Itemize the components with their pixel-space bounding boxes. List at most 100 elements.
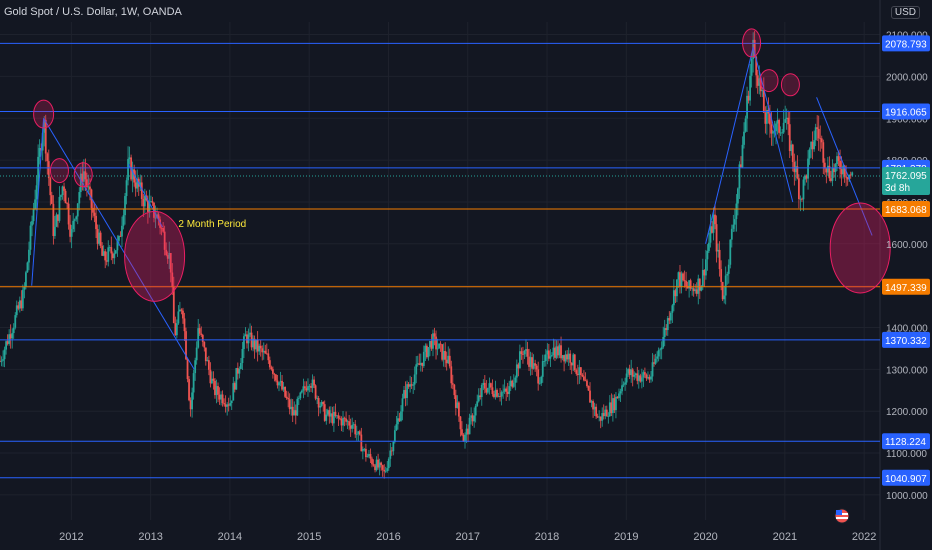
candle-body	[93, 212, 96, 216]
candle-body	[447, 355, 450, 364]
candle-body	[680, 273, 683, 287]
candle-body	[668, 318, 671, 321]
candle-body	[779, 132, 782, 134]
candle-body	[326, 410, 329, 415]
trend-line	[43, 117, 195, 370]
candle-body	[255, 339, 258, 350]
candle-body	[694, 289, 697, 292]
candle-body	[233, 383, 236, 390]
candle-body	[828, 165, 831, 179]
candle-body	[107, 247, 110, 262]
candle-body	[419, 362, 422, 366]
candle-body	[616, 396, 619, 399]
candle-body	[253, 338, 256, 350]
trend-lines	[31, 46, 873, 370]
candle-body	[223, 403, 226, 405]
candle-body	[698, 278, 701, 291]
candle-body	[354, 424, 357, 435]
candle-body	[343, 417, 346, 419]
candle-body	[146, 200, 149, 212]
candle-body	[424, 345, 427, 352]
candle-body	[813, 140, 816, 150]
candle-body	[383, 469, 386, 472]
candle-body	[496, 389, 498, 397]
candle-body	[69, 224, 72, 237]
candle-body	[9, 334, 12, 339]
candle-body	[747, 95, 750, 101]
candle-body	[116, 240, 119, 251]
candle-body	[264, 350, 267, 354]
candle-body	[644, 372, 646, 375]
candle-body	[299, 392, 302, 399]
candle-body	[656, 356, 659, 359]
candle-body	[659, 349, 662, 351]
time-tick-label: 2022	[852, 531, 876, 543]
candle-body	[110, 247, 113, 254]
candle-body	[319, 405, 322, 408]
candle-body	[525, 349, 527, 351]
candle-body	[554, 347, 556, 358]
candle-body	[105, 260, 108, 262]
candle-body	[788, 124, 791, 152]
candle-body	[246, 334, 248, 344]
candle-body	[14, 315, 17, 328]
candle-body	[180, 309, 183, 311]
candle-body	[467, 428, 469, 435]
candle-body	[505, 388, 508, 392]
candle-body	[43, 119, 46, 133]
candle-body	[836, 156, 838, 165]
candle-body	[851, 172, 854, 176]
candle-body	[737, 188, 739, 204]
candle-body	[342, 417, 344, 426]
candle-body	[278, 382, 280, 386]
candle-body	[843, 165, 846, 177]
candle-body	[837, 156, 840, 161]
candle-body	[98, 232, 100, 244]
candle-body	[595, 406, 598, 417]
candle-body	[608, 402, 611, 417]
candle-body	[31, 221, 33, 226]
candle-body	[740, 164, 742, 168]
candle-body	[509, 380, 512, 387]
candle-body	[453, 384, 456, 396]
candle-body	[355, 433, 358, 435]
candle-body	[622, 384, 625, 386]
candle-body	[532, 363, 535, 369]
flag-icon[interactable]	[834, 508, 850, 524]
candle-body	[451, 383, 454, 385]
candle-body	[297, 398, 300, 399]
candle-body	[531, 357, 533, 369]
candle-body	[0, 360, 1, 362]
grid	[0, 0, 881, 550]
currency-badge[interactable]: USD	[890, 6, 920, 19]
candle-body	[511, 380, 514, 387]
candle-body	[401, 398, 404, 412]
candle-body	[171, 272, 174, 287]
candle-body	[849, 174, 852, 176]
candle-body	[502, 391, 505, 393]
candle-body	[727, 264, 730, 274]
candle-body	[95, 215, 97, 230]
candle-body	[46, 153, 49, 162]
candle-body	[723, 295, 726, 300]
price-tag-label: 1370.332	[885, 336, 927, 347]
candle-body	[84, 171, 87, 180]
time-tick-label: 2015	[297, 531, 321, 543]
candle-body	[839, 160, 841, 170]
candle-body	[770, 124, 773, 134]
candle-body	[372, 464, 375, 466]
candle-body	[215, 386, 218, 396]
candle-body	[67, 203, 70, 225]
candle-body	[785, 117, 788, 120]
candle-body	[701, 269, 704, 287]
candle-body	[822, 142, 825, 163]
symbol-title: Gold Spot / U.S. Dollar, 1W, OANDA	[4, 6, 182, 18]
candle-body	[528, 356, 530, 367]
candle-body	[345, 418, 347, 422]
candle-body	[403, 390, 405, 399]
candle-body	[287, 398, 290, 400]
candle-body	[96, 229, 99, 244]
candle-body	[784, 119, 787, 123]
